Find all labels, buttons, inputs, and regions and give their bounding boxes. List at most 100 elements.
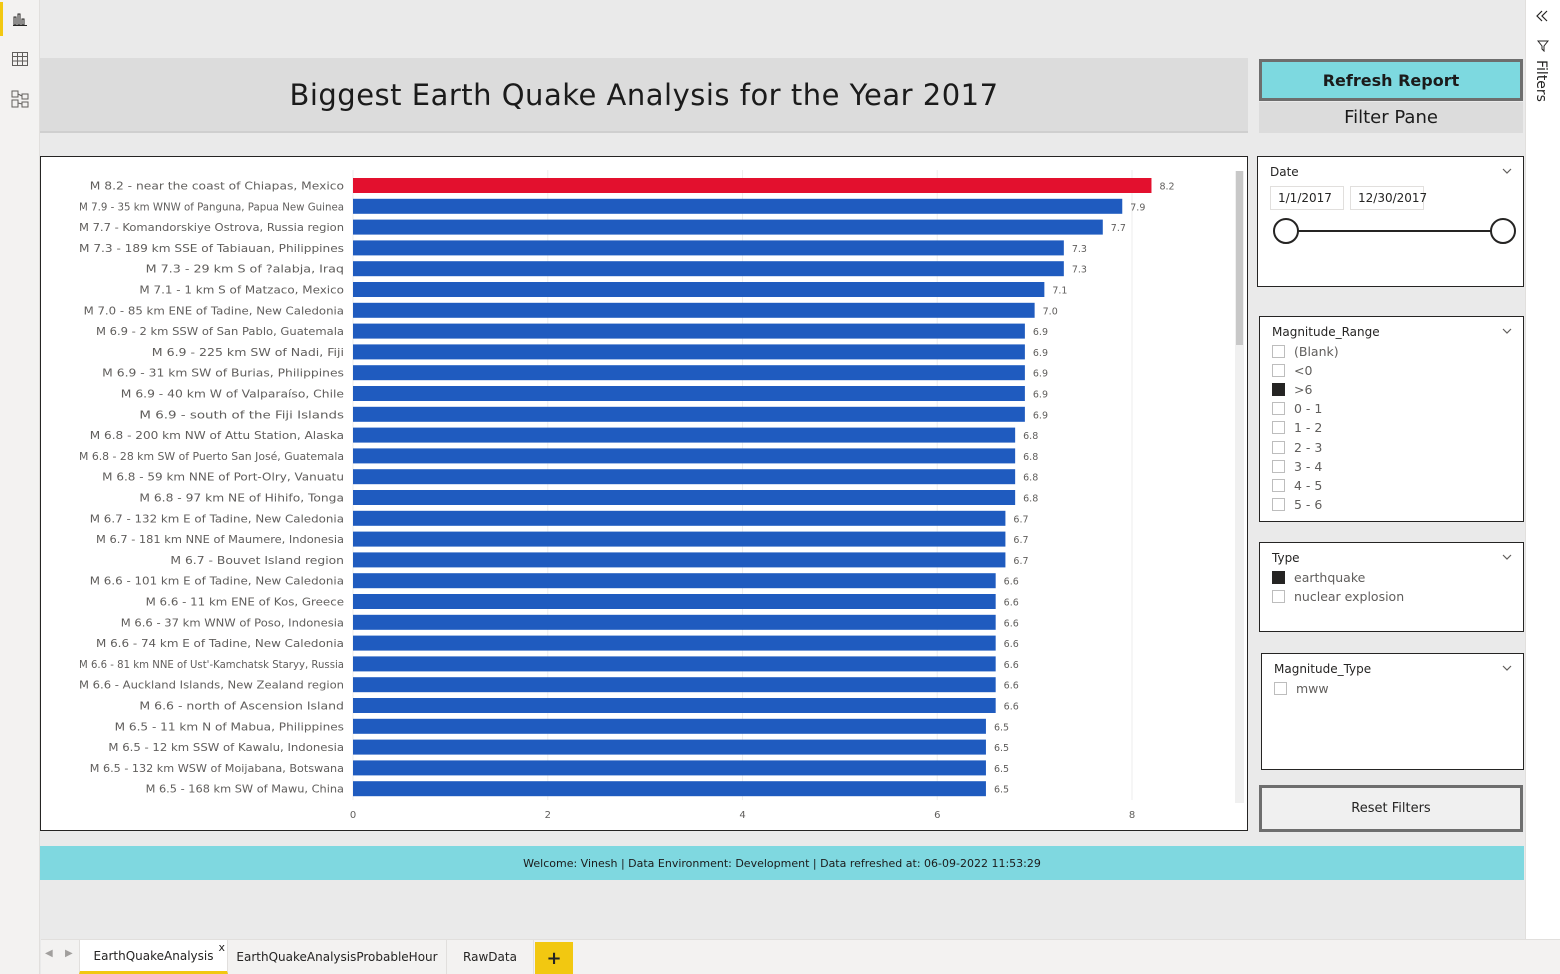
magnitude-bar[interactable] — [353, 573, 996, 589]
slicer-option[interactable]: (Blank) — [1272, 342, 1339, 361]
slicer-option[interactable]: nuclear explosion — [1272, 587, 1404, 606]
data-label: 6.7 — [1013, 535, 1028, 546]
chart-scrollbar-track[interactable] — [1235, 171, 1244, 803]
checkbox-checked[interactable] — [1272, 571, 1285, 584]
magnitude-bar[interactable] — [353, 406, 1025, 422]
magnitude-bar[interactable] — [353, 261, 1064, 277]
magnitude-bar[interactable] — [353, 552, 1006, 568]
reset-filters-button[interactable]: Reset Filters — [1259, 785, 1523, 832]
tab-scroll-left-icon[interactable]: ◀ — [45, 948, 53, 959]
checkbox[interactable] — [1274, 682, 1287, 695]
data-label: 6.8 — [1023, 494, 1038, 505]
magnitude-bar[interactable] — [353, 760, 986, 776]
magnitude-bar[interactable] — [353, 635, 996, 651]
magnitude-bar[interactable] — [353, 490, 1016, 505]
chevron-down-icon[interactable] — [1501, 551, 1513, 563]
checkbox[interactable] — [1272, 364, 1285, 378]
slicer-option[interactable]: 1 - 2 — [1272, 418, 1322, 437]
checkbox[interactable] — [1272, 440, 1285, 454]
checkbox-checked[interactable] — [1272, 383, 1285, 397]
slicer-option[interactable]: >6 — [1272, 380, 1312, 399]
page-tab[interactable]: EarthQuakeAnalysisProbableHour — [228, 940, 447, 974]
tab-scroll-right-icon[interactable]: ▶ — [65, 948, 73, 959]
add-page-button[interactable]: + — [535, 942, 573, 974]
magnitude-bar[interactable] — [353, 614, 996, 630]
slicer-option[interactable]: earthquake — [1272, 568, 1365, 587]
magnitude-bar[interactable] — [353, 718, 986, 734]
magnitude-bar[interactable] — [353, 386, 1025, 401]
data-view-button[interactable] — [0, 40, 40, 78]
date-end-input[interactable]: 12/30/2017 — [1350, 186, 1427, 210]
chart-scrollbar-thumb[interactable] — [1236, 171, 1243, 345]
x-tick-label: 8 — [1129, 810, 1135, 821]
expand-chevrons-icon[interactable] — [1535, 10, 1549, 22]
magnitude-bar[interactable] — [353, 448, 1016, 464]
magnitude-bar[interactable] — [353, 282, 1045, 297]
category-label: M 6.5 - 168 km SW of Mawu, China — [146, 783, 344, 796]
magnitude-bar[interactable] — [353, 739, 986, 755]
chevron-down-icon[interactable] — [1501, 662, 1513, 674]
checkbox[interactable] — [1272, 421, 1285, 435]
magnitude-bar[interactable] — [353, 469, 1016, 485]
slicer-option[interactable]: 3 - 4 — [1272, 457, 1322, 476]
magnitude-bar[interactable] — [353, 302, 1035, 318]
magnitude-bar[interactable] — [353, 781, 986, 797]
category-label: M 6.9 - 225 km SW of Nadi, Fiji — [152, 346, 344, 359]
checkbox[interactable] — [1272, 478, 1285, 492]
data-label: 6.7 — [1013, 514, 1028, 525]
magnitude-bar[interactable] — [353, 594, 996, 609]
range-start-handle[interactable] — [1273, 218, 1299, 244]
close-tab-icon[interactable]: x — [218, 941, 225, 954]
magnitude-bar[interactable] — [353, 510, 1006, 526]
category-label: M 6.9 - 40 km W of Valparaíso, Chile — [121, 388, 344, 401]
data-label: 6.9 — [1033, 348, 1048, 359]
magnitude-bar[interactable] — [353, 531, 1006, 547]
filters-pane-collapsed[interactable] — [1525, 0, 1560, 940]
magnitude-bar[interactable] — [353, 427, 1016, 443]
slicer-option[interactable]: 2 - 3 — [1272, 438, 1322, 457]
magnitude-bar[interactable] — [353, 198, 1123, 214]
magnitude-bar[interactable] — [353, 219, 1103, 235]
category-label: M 6.7 - 181 km NNE of Maumere, Indonesia — [96, 533, 344, 546]
category-label: M 7.3 - 29 km S of ?alabja, Iraq — [146, 263, 344, 276]
chevron-down-icon[interactable] — [1501, 165, 1513, 177]
date-start-input[interactable]: 1/1/2017 — [1270, 186, 1344, 210]
checkbox[interactable] — [1272, 459, 1285, 473]
range-end-handle[interactable] — [1490, 218, 1516, 244]
slicer-option-label: 1 - 2 — [1294, 420, 1323, 436]
data-label: 6.7 — [1013, 556, 1028, 567]
checkbox[interactable] — [1272, 590, 1285, 604]
data-label: 6.6 — [1004, 639, 1019, 650]
view-rail — [0, 0, 40, 974]
slicer-option[interactable]: 4 - 5 — [1272, 476, 1322, 495]
checkbox[interactable] — [1272, 497, 1285, 511]
magnitude-bar[interactable] — [353, 677, 996, 693]
magnitude-bar[interactable] — [353, 344, 1025, 360]
slicer-option[interactable]: 5 - 6 — [1272, 495, 1322, 514]
filters-label[interactable]: Filters — [1533, 60, 1549, 102]
slicer-option[interactable]: 0 - 1 — [1272, 399, 1322, 418]
magnitude-bar[interactable] — [353, 178, 1152, 193]
magnitude-bar[interactable] — [353, 365, 1025, 381]
report-view-button[interactable] — [0, 0, 40, 38]
data-label: 7.3 — [1072, 244, 1087, 255]
refresh-report-button[interactable]: Refresh Report — [1259, 59, 1523, 101]
page-tab[interactable]: RawData — [447, 940, 534, 974]
magnitude-bar[interactable] — [353, 656, 996, 672]
model-view-button[interactable] — [0, 80, 40, 118]
chevron-down-icon[interactable] — [1501, 325, 1513, 337]
checkbox[interactable] — [1272, 345, 1285, 358]
slicer-option[interactable]: mww — [1274, 679, 1329, 698]
slicer-option[interactable]: <0 — [1272, 361, 1312, 380]
page-tab[interactable]: EarthQuakeAnalysis x — [79, 940, 228, 974]
magnitude-type-title: Magnitude_Type — [1274, 662, 1372, 676]
category-label: M 6.7 - 132 km E of Tadine, New Caledoni… — [90, 512, 344, 525]
x-tick-label: 6 — [934, 810, 940, 821]
magnitude-bar[interactable] — [353, 240, 1064, 256]
date-range-slider[interactable] — [1270, 216, 1520, 248]
magnitude-bar[interactable] — [353, 698, 996, 713]
data-label: 6.9 — [1033, 410, 1048, 421]
slicer-option-label: mww — [1296, 681, 1329, 696]
magnitude-bar[interactable] — [353, 323, 1025, 339]
checkbox[interactable] — [1272, 402, 1285, 416]
